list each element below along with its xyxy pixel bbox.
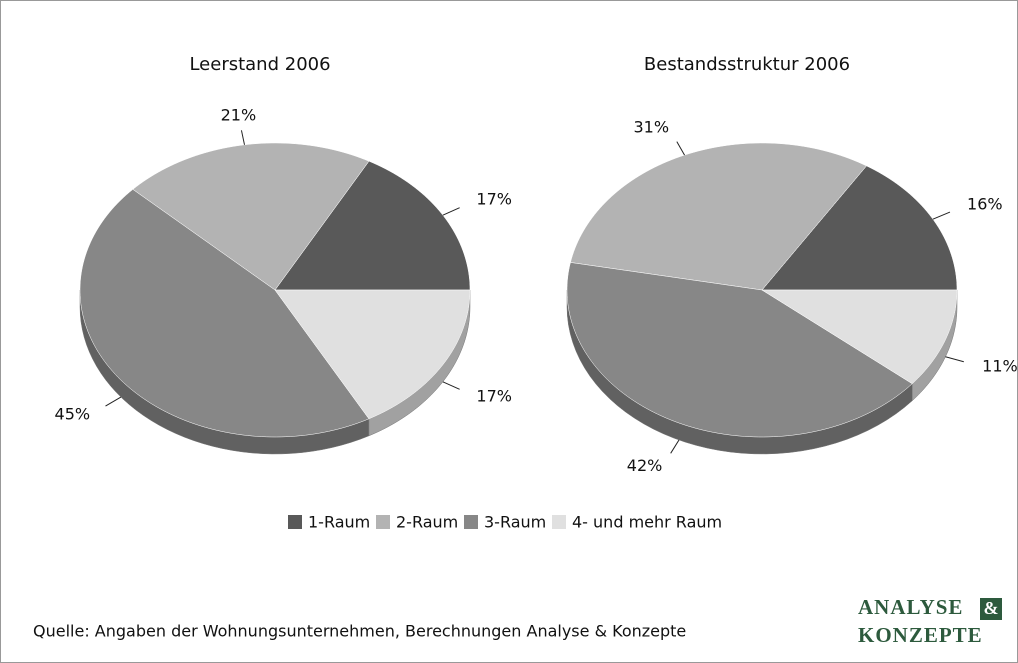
pie-slice: [274, 289, 471, 420]
legend-swatch: [464, 515, 478, 529]
pie-slice: [761, 289, 958, 385]
source: Quelle: Angaben der Wohnungsunternehmen,…: [33, 622, 686, 641]
leader-line: [676, 141, 685, 156]
legend-swatch: [288, 515, 302, 529]
legend-swatch: [552, 515, 566, 529]
leader-line: [240, 130, 245, 145]
pie-slice: [132, 142, 370, 291]
data-label: 11%: [982, 356, 1018, 375]
logo-word: ANALYSE: [858, 595, 963, 619]
legend-label: 4- und mehr Raum: [572, 513, 722, 532]
data-label: 17%: [476, 190, 512, 209]
pie-slice: [79, 189, 370, 438]
data-label: 42%: [627, 456, 663, 475]
leader-line: [105, 396, 122, 407]
chart-title: Leerstand 2006: [189, 54, 330, 75]
pie-slice: [566, 262, 913, 438]
logo-box: [980, 598, 1002, 620]
data-label: 45%: [55, 405, 91, 424]
data-label: 21%: [221, 105, 257, 124]
leader-line: [442, 381, 460, 390]
leader-line: [945, 356, 964, 363]
logo-word: KONZEPTE: [858, 623, 983, 647]
logo-amp: &: [984, 598, 999, 618]
legend-label: 1-Raum: [308, 513, 370, 532]
data-label: 16%: [967, 195, 1003, 214]
data-label: 17%: [476, 386, 512, 405]
leader-line: [932, 211, 951, 220]
pie-slice: [274, 160, 471, 291]
leader-line: [670, 439, 680, 454]
legend-label: 2-Raum: [396, 513, 458, 532]
legend-swatch: [376, 515, 390, 529]
legend-label: 3-Raum: [484, 513, 546, 532]
data-label: 31%: [634, 118, 670, 137]
pie-slice: [761, 165, 958, 291]
chart-title: Bestandsstruktur 2006: [644, 54, 850, 75]
leader-line: [442, 207, 460, 216]
